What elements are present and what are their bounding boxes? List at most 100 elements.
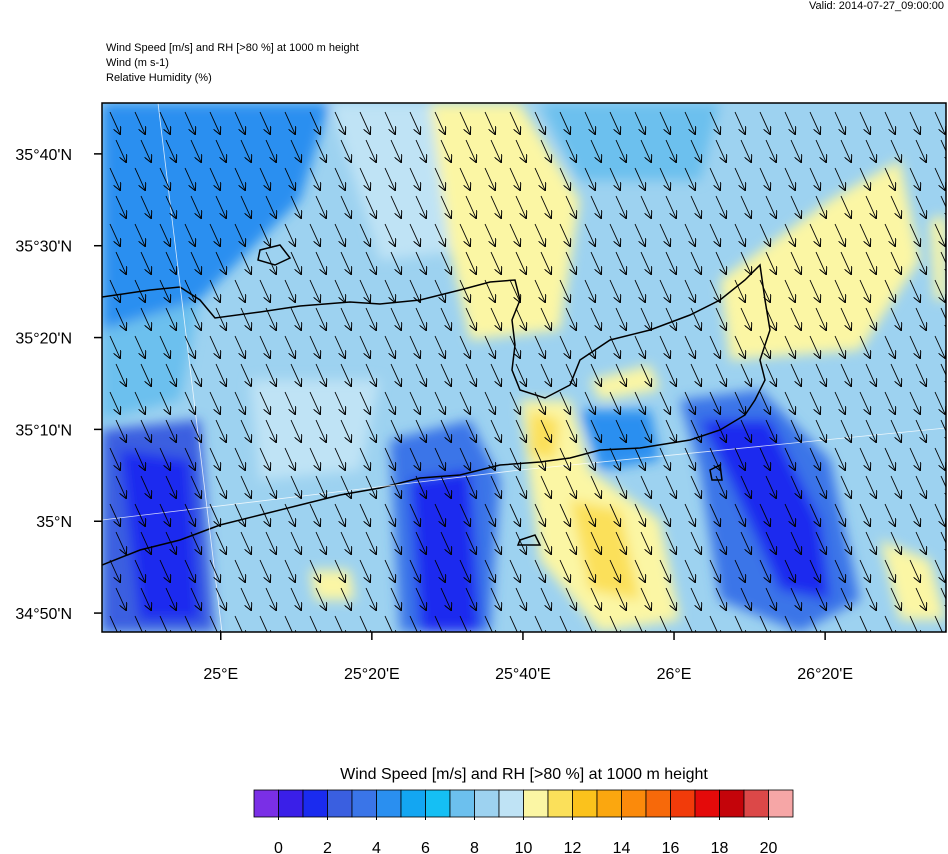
- wind-arrow: [434, 559, 445, 582]
- wind-arrow: [309, 391, 320, 414]
- y-tick-label: 34°50'N: [15, 606, 72, 623]
- wind-arrow: [340, 363, 351, 386]
- wind-arrow: [790, 531, 801, 554]
- wind-arrow: [109, 559, 120, 582]
- wind-arrow: [390, 251, 401, 274]
- wind-arrow: [615, 307, 626, 330]
- wind-arrow: [315, 531, 326, 554]
- colorbar-box: [253, 789, 279, 818]
- wind-arrow: [915, 363, 926, 386]
- wind-arrow: [265, 195, 276, 218]
- wind-arrow: [834, 279, 845, 302]
- wind-arrow: [759, 279, 770, 302]
- wind-arrow: [509, 279, 520, 302]
- wind-arrow: [190, 531, 201, 554]
- wind-arrow: [115, 475, 126, 498]
- wind-arrow: [940, 139, 946, 162]
- wind-arrow: [934, 167, 945, 190]
- wind-arrow: [215, 195, 226, 218]
- wind-arrow: [290, 251, 301, 274]
- wind-arrow: [734, 111, 745, 134]
- wind-arrow: [534, 111, 545, 134]
- wind-arrow: [134, 615, 145, 632]
- wind-arrow: [165, 419, 176, 442]
- wind-arrow: [634, 447, 645, 470]
- wind-arrow: [784, 335, 795, 358]
- wind-arrow: [859, 615, 870, 632]
- wind-arrow: [665, 475, 676, 498]
- wind-arrow: [159, 279, 170, 302]
- wind-arrow: [540, 307, 551, 330]
- wind-arrow: [615, 475, 626, 498]
- wind-arrow: [609, 335, 620, 358]
- wind-arrow: [690, 363, 701, 386]
- wind-arrow: [590, 475, 601, 498]
- wind-arrow: [115, 587, 126, 610]
- wind-arrow: [259, 559, 270, 582]
- wind-arrow: [515, 475, 526, 498]
- wind-arrow: [390, 307, 401, 330]
- wind-arrow: [409, 167, 420, 190]
- wind-arrow: [815, 139, 826, 162]
- wind-arrow: [859, 167, 870, 190]
- wind-arrow: [559, 391, 570, 414]
- wind-arrow: [334, 559, 345, 582]
- wind-arrow: [459, 615, 470, 632]
- header-line: Wind (m s-1): [106, 57, 169, 69]
- wind-arrow: [509, 167, 520, 190]
- wind-arrow: [359, 503, 370, 526]
- wind-arrow: [890, 419, 901, 442]
- wind-arrow: [109, 223, 120, 246]
- wind-arrow: [440, 251, 451, 274]
- colorbar-label: 10: [515, 840, 533, 854]
- wind-arrow: [259, 391, 270, 414]
- wind-arrow: [609, 111, 620, 134]
- wind-arrow: [559, 559, 570, 582]
- wind-arrow: [115, 139, 126, 162]
- wind-arrow: [109, 335, 120, 358]
- wind-arrow: [690, 587, 701, 610]
- wind-arrow: [190, 251, 201, 274]
- wind-arrow: [834, 111, 845, 134]
- wind-arrow: [584, 223, 595, 246]
- wind-arrow: [209, 223, 220, 246]
- wind-arrow: [634, 391, 645, 414]
- wind-arrow: [134, 503, 145, 526]
- wind-arrow: [484, 559, 495, 582]
- wind-arrow: [565, 419, 576, 442]
- wind-arrow: [590, 363, 601, 386]
- wind-arrow: [815, 475, 826, 498]
- wind-arrow: [815, 419, 826, 442]
- wind-arrow: [565, 587, 576, 610]
- wind-arrow: [940, 195, 946, 218]
- wind-arrow: [684, 447, 695, 470]
- wind-arrow: [434, 223, 445, 246]
- wind-arrow: [634, 503, 645, 526]
- wind-arrow: [684, 111, 695, 134]
- wind-arrow: [659, 559, 670, 582]
- wind-arrow: [740, 419, 751, 442]
- wind-arrow: [184, 447, 195, 470]
- wind-arrow: [559, 615, 570, 632]
- wind-arrow: [934, 391, 945, 414]
- wind-arrow: [184, 279, 195, 302]
- wind-arrow: [334, 391, 345, 414]
- wind-arrow: [140, 139, 151, 162]
- wind-arrow: [915, 139, 926, 162]
- wind-arrow: [465, 587, 476, 610]
- wind-arrow: [140, 363, 151, 386]
- wind-arrow: [934, 447, 945, 470]
- wind-arrow: [309, 615, 320, 632]
- wind-arrow: [465, 195, 476, 218]
- wind-arrow: [709, 503, 720, 526]
- colorbar-label: 6: [421, 840, 430, 854]
- wind-arrow: [259, 615, 270, 632]
- wind-arrow: [240, 363, 251, 386]
- wind-arrow: [515, 531, 526, 554]
- wind-arrow: [515, 251, 526, 274]
- wind-arrow: [234, 559, 245, 582]
- wind-arrow: [609, 223, 620, 246]
- wind-arrow: [440, 587, 451, 610]
- wind-arrow: [534, 391, 545, 414]
- wind-arrow: [309, 447, 320, 470]
